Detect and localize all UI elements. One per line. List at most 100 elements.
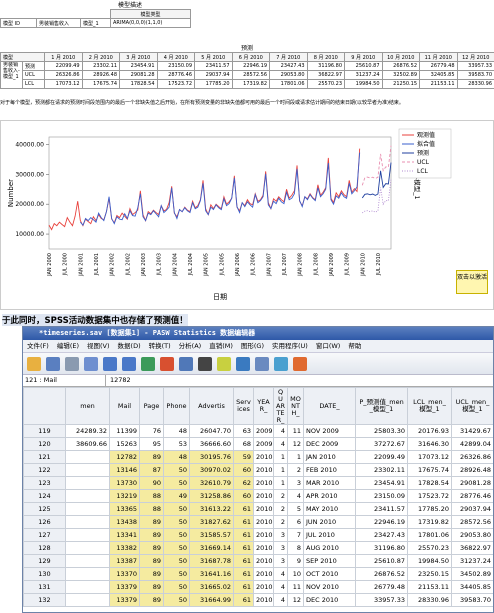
cell: 38609.66 [65,437,110,451]
dialog-icon[interactable] [84,356,98,371]
cell: 63 [233,424,254,438]
cell: 59 [233,450,254,464]
cell: 61 [233,580,254,594]
cell: DEC 2010 [303,593,356,607]
cell: 17785.20 [194,79,233,89]
insert-icon[interactable] [217,356,231,371]
cell: 模型_1 [80,18,111,28]
cell: ARIMA(0,0,0)(1,1,0) [110,18,191,28]
header-cell: 模型 [0,52,46,62]
cell: 2010 [253,515,274,529]
select-icon[interactable] [274,356,288,371]
cell [65,463,110,477]
row: 119 24289.32 11399 76 48 26047.70 63 2009 4 11 NOV… [23,424,493,438]
header-cell: 2 月 2010 [81,52,121,62]
menu-item[interactable]: 编辑(E) [56,342,79,350]
menu-item[interactable]: 文件(F) [27,342,49,350]
cell: 4 [287,489,304,503]
cell: 76 [139,424,164,438]
goto-icon[interactable] [141,356,155,371]
cell: 2 [287,463,304,477]
cell: 28330.96 [456,79,494,89]
cell: OCT 2010 [303,567,356,581]
menu-item[interactable]: 分析(A) [178,342,202,350]
cell: 89 [139,580,164,594]
x-tick-label: JUL 2001 [94,253,100,276]
variables-icon[interactable] [179,356,193,371]
y-axis-label: Number [7,179,15,207]
column-header: QUARTER_ [273,387,288,425]
row: LCL 17073.12 17675.74 17828.54 17523.72 17785… [1,79,494,89]
cell: 6 [287,515,304,529]
split-icon[interactable] [236,356,250,371]
menu-item[interactable]: 转换(T) [148,342,171,350]
cell: 模型 ID [0,18,37,28]
cell: 60 [233,489,254,503]
cell: 88 [139,502,164,516]
cell: 26779.48 [419,61,458,71]
cell: 23454.91 [355,476,408,490]
menu-item[interactable]: 图形(G) [240,342,264,350]
cell: 50 [163,541,190,555]
open-icon[interactable] [27,356,41,371]
cell [65,567,110,581]
row: 132 13379 89 50 31664.99 61 2010 4 12 DEC 2010 339… [23,593,493,607]
cell-bar: 121 : Mail 12782 [23,375,493,387]
activate-hint[interactable]: 双击以激活 [456,270,488,294]
menu-item[interactable]: 数据(D) [117,342,141,350]
cell: 25803.30 [355,424,408,438]
save-icon[interactable] [46,356,60,371]
x-tick-label: JAN 2005 [204,253,210,277]
weight-icon[interactable] [255,356,269,371]
menu-item[interactable]: 窗口(W) [315,342,341,350]
cell: 61 [233,593,254,607]
right-label: men-模型_1 [413,162,422,199]
undo-icon[interactable] [103,356,117,371]
x-tick-label: JAN 2008 [298,253,304,277]
row-number: 129 [23,554,66,568]
column-header: men [65,387,110,425]
column-header: YEAR_ [253,387,274,425]
menu-item[interactable]: 直销(M) [209,342,233,350]
cell: 31669.14 [189,541,234,555]
find-icon[interactable] [198,356,212,371]
row: 男装销售收入-模型_1 预测 22099.49 23302.11 23454.91 231… [0,61,494,89]
header-row: men Mail Page Phone Advertis Services YEAR_ QUA… [23,387,493,425]
cell: 31429.67 [451,424,493,438]
cell: NOV 2009 [303,424,356,438]
labels-icon[interactable] [293,356,307,371]
cell [65,489,110,503]
row-number: 127 [23,528,66,542]
cell: 33957.33 [355,593,408,607]
menu-item[interactable]: 视图(V) [87,342,110,350]
cell: 19984.50 [344,79,383,89]
redo-icon[interactable] [122,356,136,371]
cell: 19984.50 [407,554,452,568]
cell: 39583.70 [451,593,493,607]
legend-label: 预测 [417,149,429,157]
cell: 17319.82 [407,515,452,529]
print-icon[interactable] [65,356,79,371]
x-tick-label: JAN 2004 [172,253,178,277]
chart-icon[interactable] [160,356,174,371]
cell: 23427.43 [355,528,408,542]
row: 121 12782 89 48 30195.76 59 2010 1 1 JAN 2010 2209… [23,450,493,464]
menu-item[interactable]: 实用程序(U) [271,342,308,350]
cell [65,450,110,464]
series-line [361,145,392,186]
cell: 50 [163,567,190,581]
cell: 17523.72 [156,79,196,89]
cell: APR 2010 [303,489,356,503]
plot-frame [48,136,392,250]
header-cell: 模型类型 [110,9,191,19]
row-number: 130 [23,567,66,581]
cell: 2 [273,502,288,516]
cell: 61 [233,528,254,542]
header-cell: 10 月 2010 [381,52,421,62]
data-grid: men Mail Page Phone Advertis Services YEAR_ QUA… [23,387,493,607]
x-tick-label: JAN 2010 [360,253,366,277]
cell: 26326.86 [451,450,493,464]
cell: 17319.82 [231,79,271,89]
menu-item[interactable]: 帮助 [348,342,362,350]
